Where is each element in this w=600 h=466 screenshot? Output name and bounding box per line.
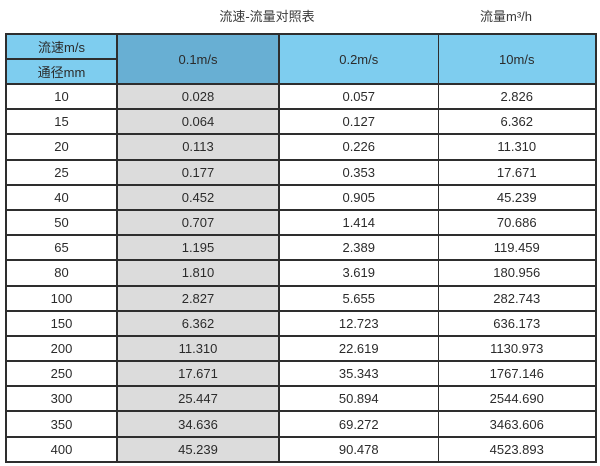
diameter-cell: 150 xyxy=(5,309,118,337)
table-row: 15 0.064 0.127 6.362 xyxy=(5,108,597,136)
diameter-cell: 100 xyxy=(5,284,118,312)
diameter-cell: 300 xyxy=(5,385,118,413)
diameter-cell: 25 xyxy=(5,158,118,186)
flow-value-cell: 2.826 xyxy=(437,82,597,111)
table-row: 150 6.362 12.723 636.173 xyxy=(5,309,597,337)
diameter-cell: 20 xyxy=(5,133,118,161)
flow-value-cell: 0.905 xyxy=(278,183,439,211)
header-row-top: 流速m/s 0.1m/s 0.2m/s 10m/s xyxy=(5,33,597,85)
flow-value-cell: 1767.146 xyxy=(437,360,597,388)
column-header-10ms: 10m/s xyxy=(437,33,597,85)
table-header: 流速m/s 0.1m/s 0.2m/s 10m/s 通径mm xyxy=(5,33,597,85)
flow-value-cell: 0.057 xyxy=(278,82,439,111)
table-row: 40 0.452 0.905 45.239 xyxy=(5,183,597,211)
flow-value-cell: 17.671 xyxy=(437,158,597,186)
flow-value-cell: 6.362 xyxy=(437,108,597,136)
flow-value-cell: 0.452 xyxy=(116,183,280,211)
flow-value-cell: 0.177 xyxy=(116,158,280,186)
diameter-cell: 80 xyxy=(5,259,118,287)
flow-value-cell: 22.619 xyxy=(278,334,439,363)
table-row: 400 45.239 90.478 4523.893 xyxy=(5,435,597,463)
flow-value-cell: 119.459 xyxy=(437,234,597,262)
flow-value-cell: 3.619 xyxy=(278,259,439,287)
header-row-bottom: 通径mm xyxy=(5,58,596,85)
flow-value-cell: 0.707 xyxy=(116,208,280,237)
column-header-0-2ms: 0.2m/s xyxy=(278,33,439,85)
flow-value-cell: 1.810 xyxy=(116,259,280,287)
flow-value-cell: 2.389 xyxy=(278,234,439,262)
diameter-cell: 10 xyxy=(5,82,118,111)
flow-value-cell: 6.362 xyxy=(116,309,280,337)
diameter-corner-header: 通径mm xyxy=(5,58,118,85)
flow-value-cell: 1130.973 xyxy=(437,334,597,363)
diameter-cell: 40 xyxy=(5,183,118,211)
diameter-cell: 65 xyxy=(5,234,118,262)
flow-value-cell: 0.028 xyxy=(116,82,280,111)
table-row: 20 0.113 0.226 11.310 xyxy=(5,133,597,161)
table-row: 350 34.636 69.272 3463.606 xyxy=(5,410,597,438)
flow-value-cell: 282.743 xyxy=(437,284,597,312)
flow-value-cell: 11.310 xyxy=(437,133,597,161)
flow-value-cell: 3463.606 xyxy=(437,410,597,438)
table-row: 80 1.810 3.619 180.956 xyxy=(5,259,597,287)
flow-value-cell: 5.655 xyxy=(278,284,439,312)
flow-value-cell: 2.827 xyxy=(116,284,280,312)
flow-rate-table: 流速m/s 0.1m/s 0.2m/s 10m/s 通径mm 10 0.028 0.… xyxy=(5,33,597,463)
flow-value-cell: 69.272 xyxy=(278,410,439,438)
diameter-cell: 50 xyxy=(5,208,118,237)
flow-value-cell: 90.478 xyxy=(278,435,439,463)
table-title: 流速-流量对照表 xyxy=(219,9,315,24)
flow-value-cell: 2544.690 xyxy=(437,385,597,413)
velocity-corner-header: 流速m/s xyxy=(5,33,118,60)
flow-value-cell: 50.894 xyxy=(278,385,439,413)
diameter-cell: 400 xyxy=(5,435,118,463)
flow-value-cell: 0.226 xyxy=(278,133,439,161)
flow-value-cell: 4523.893 xyxy=(437,435,597,463)
flow-value-cell: 12.723 xyxy=(278,309,439,337)
flow-value-cell: 1.414 xyxy=(278,208,439,237)
flow-value-cell: 0.113 xyxy=(116,133,280,161)
flow-value-cell: 17.671 xyxy=(116,360,280,388)
diameter-cell: 200 xyxy=(5,334,118,363)
diameter-cell: 350 xyxy=(5,410,118,438)
column-header-0-1ms: 0.1m/s xyxy=(116,33,280,85)
flow-value-cell: 34.636 xyxy=(116,410,280,438)
flow-value-cell: 0.353 xyxy=(278,158,439,186)
table-row: 25 0.177 0.353 17.671 xyxy=(5,158,597,186)
diameter-cell: 15 xyxy=(5,108,118,136)
table-row: 65 1.195 2.389 119.459 xyxy=(5,234,597,262)
table-row: 200 11.310 22.619 1130.973 xyxy=(5,334,597,363)
titles-row: 流速-流量对照表 流量m³/h xyxy=(0,6,600,30)
table-row: 250 17.671 35.343 1767.146 xyxy=(5,360,597,388)
flow-value-cell: 636.173 xyxy=(437,309,597,337)
diameter-cell: 250 xyxy=(5,360,118,388)
flow-value-cell: 1.195 xyxy=(116,234,280,262)
table-row: 10 0.028 0.057 2.826 xyxy=(5,82,597,111)
flow-value-cell: 11.310 xyxy=(116,334,280,363)
flow-value-cell: 35.343 xyxy=(278,360,439,388)
table-row: 50 0.707 1.414 70.686 xyxy=(5,208,597,237)
table-row: 300 25.447 50.894 2544.690 xyxy=(5,385,597,413)
flow-unit-label: 流量m³/h xyxy=(479,9,533,24)
flow-value-cell: 0.064 xyxy=(116,108,280,136)
flow-value-cell: 25.447 xyxy=(116,385,280,413)
flow-value-cell: 70.686 xyxy=(437,208,597,237)
flow-value-cell: 180.956 xyxy=(437,259,597,287)
table-row: 100 2.827 5.655 282.743 xyxy=(5,284,597,312)
table-body: 10 0.028 0.057 2.826 15 0.064 0.127 6.362 20 0.11… xyxy=(5,82,597,463)
flow-value-cell: 0.127 xyxy=(278,108,439,136)
flow-value-cell: 45.239 xyxy=(437,183,597,211)
flow-value-cell: 45.239 xyxy=(116,435,280,463)
